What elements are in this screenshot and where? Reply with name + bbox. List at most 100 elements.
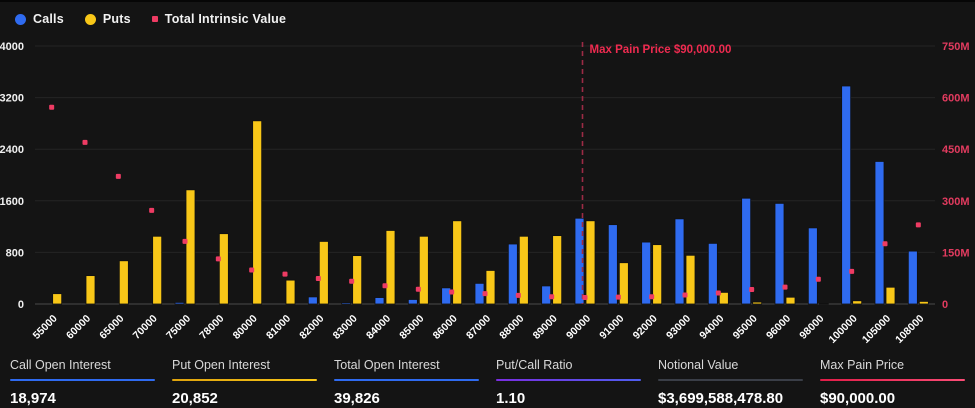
x-axis-tick-89000: 89000 [531,313,560,342]
intrinsic-value-dot-65000[interactable] [115,173,121,179]
put-bar-86000[interactable] [452,220,463,305]
put-bar-93000[interactable] [685,254,696,305]
put-bar-65000[interactable] [118,260,129,305]
call-bar-84000[interactable] [374,297,385,305]
stat-underline [496,379,641,381]
intrinsic-value-dot-98000[interactable] [815,276,821,282]
intrinsic-value-dot-84000[interactable] [382,283,388,289]
call-bar-108000[interactable] [907,250,918,305]
call-bar-98000[interactable] [807,227,818,305]
intrinsic-value-dot-75000[interactable] [182,238,188,244]
call-bar-82000[interactable] [307,296,318,305]
put-bar-105000[interactable] [885,286,896,305]
x-axis-tick-91000: 91000 [597,313,626,342]
y-axis-right-tick: 450M [942,144,970,156]
legend-item-puts[interactable]: Puts [84,12,131,26]
put-bar-82000[interactable] [318,241,329,305]
put-bar-94000[interactable] [718,291,729,305]
puts-legend-marker-icon [84,13,96,25]
call-bar-91000[interactable] [607,224,618,305]
open-interest-chart[interactable]: 4000 750M 3200 600M 2400 450M 1600 300M 800 150M 0… [0,2,975,348]
intrinsic-value-dot-80000[interactable] [249,267,255,273]
put-bar-92000[interactable] [652,244,663,305]
intrinsic-value-dot-105000[interactable] [882,241,888,247]
call-bar-105000[interactable] [874,161,885,305]
put-bar-60000[interactable] [85,275,96,305]
legend-item-calls[interactable]: Calls [15,12,64,26]
put-bar-95000[interactable] [752,301,763,305]
legend-label: Puts [102,12,131,26]
intrinsic-value-dot-78000[interactable] [215,256,221,262]
put-bar-78000[interactable] [218,233,229,305]
put-bar-108000[interactable] [918,301,929,305]
put-bar-55000[interactable] [52,293,63,305]
intrinsic-value-dot-91000[interactable] [615,294,621,300]
intrinsic-value-dot-60000[interactable] [82,139,88,145]
stat-put-call-ratio: Put/Call Ratio 1.10 [496,355,641,408]
y-axis-right-tick: 750M [942,41,970,53]
intrinsic-value-dot-93000[interactable] [682,292,688,298]
put-bar-98000[interactable] [818,302,829,305]
call-bar-93000[interactable] [674,218,685,305]
put-bar-100000[interactable] [852,300,863,305]
x-axis-tick-81000: 81000 [264,313,293,342]
put-bar-89000[interactable] [552,235,563,305]
stat-underline [820,379,965,381]
x-axis-tick-87000: 87000 [464,313,493,342]
intrinsic-value-dot-86000[interactable] [449,289,455,295]
intrinsic-value-dot-92000[interactable] [649,294,655,300]
call-bar-90000[interactable] [574,217,585,305]
intrinsic-value-dot-70000[interactable] [149,207,155,213]
put-bar-88000[interactable] [518,235,529,305]
call-bar-88000[interactable] [507,243,518,305]
call-bar-94000[interactable] [707,242,718,305]
stat-put-open-interest: Put Open Interest 20,852 [172,355,317,408]
put-bar-87000[interactable] [485,270,496,305]
intrinsic-value-dot-94000[interactable] [715,290,721,296]
stat-label: Max Pain Price [820,358,905,372]
intrinsic-value-dot-90000[interactable] [582,294,588,300]
put-bar-70000[interactable] [152,235,163,305]
x-axis-tick-78000: 78000 [197,313,226,342]
stat-value: $3,699,588,478.80 [658,390,784,407]
put-bar-90000[interactable] [585,220,596,305]
legend-item-total-intrinsic-value[interactable]: Total Intrinsic Value [151,12,286,26]
intrinsic-value-dot-95000[interactable] [749,287,755,293]
put-bar-80000[interactable] [252,120,263,305]
call-bar-96000[interactable] [774,202,785,305]
put-bar-85000[interactable] [418,235,429,305]
stat-underline [10,379,155,381]
stat-value: $90,000.00 [820,390,896,407]
call-bar-100000[interactable] [841,85,852,305]
stat-underline [334,379,479,381]
put-bar-81000[interactable] [285,279,296,305]
intrinsic-value-dot-83000[interactable] [349,278,355,284]
call-bar-75000[interactable] [174,301,185,305]
put-bar-75000[interactable] [185,189,196,305]
intrinsic-value-dot-108000[interactable] [915,222,921,228]
call-bar-92000[interactable] [641,241,652,305]
intrinsic-value-dot-96000[interactable] [782,284,788,290]
intrinsic-value-dot-88000[interactable] [515,292,521,298]
call-bar-86000[interactable] [441,287,452,305]
stat-label: Total Open Interest [334,358,440,372]
stat-call-open-interest: Call Open Interest 18,974 [10,355,155,408]
intrinsic-value-dot-89000[interactable] [549,294,555,300]
intrinsic-value-dot-81000[interactable] [282,271,288,277]
call-bar-95000[interactable] [741,197,752,305]
intrinsic-value-dot-100000[interactable] [849,268,855,274]
stat-value: 1.10 [496,390,526,407]
legend-label: Calls [33,12,64,26]
intrinsic-value-dot-87000[interactable] [482,291,488,297]
intrinsic-value-dot-55000[interactable] [49,104,55,110]
stat-label: Put/Call Ratio [496,358,573,372]
put-bar-84000[interactable] [385,230,396,305]
intrinsic-value-dot-85000[interactable] [415,286,421,292]
put-bar-96000[interactable] [785,296,796,305]
intrinsic-value-dot-82000[interactable] [315,276,321,282]
call-bar-85000[interactable] [407,299,418,305]
put-bar-91000[interactable] [618,262,629,305]
stat-label: Call Open Interest [10,358,111,372]
call-bar-83000[interactable] [341,302,352,305]
